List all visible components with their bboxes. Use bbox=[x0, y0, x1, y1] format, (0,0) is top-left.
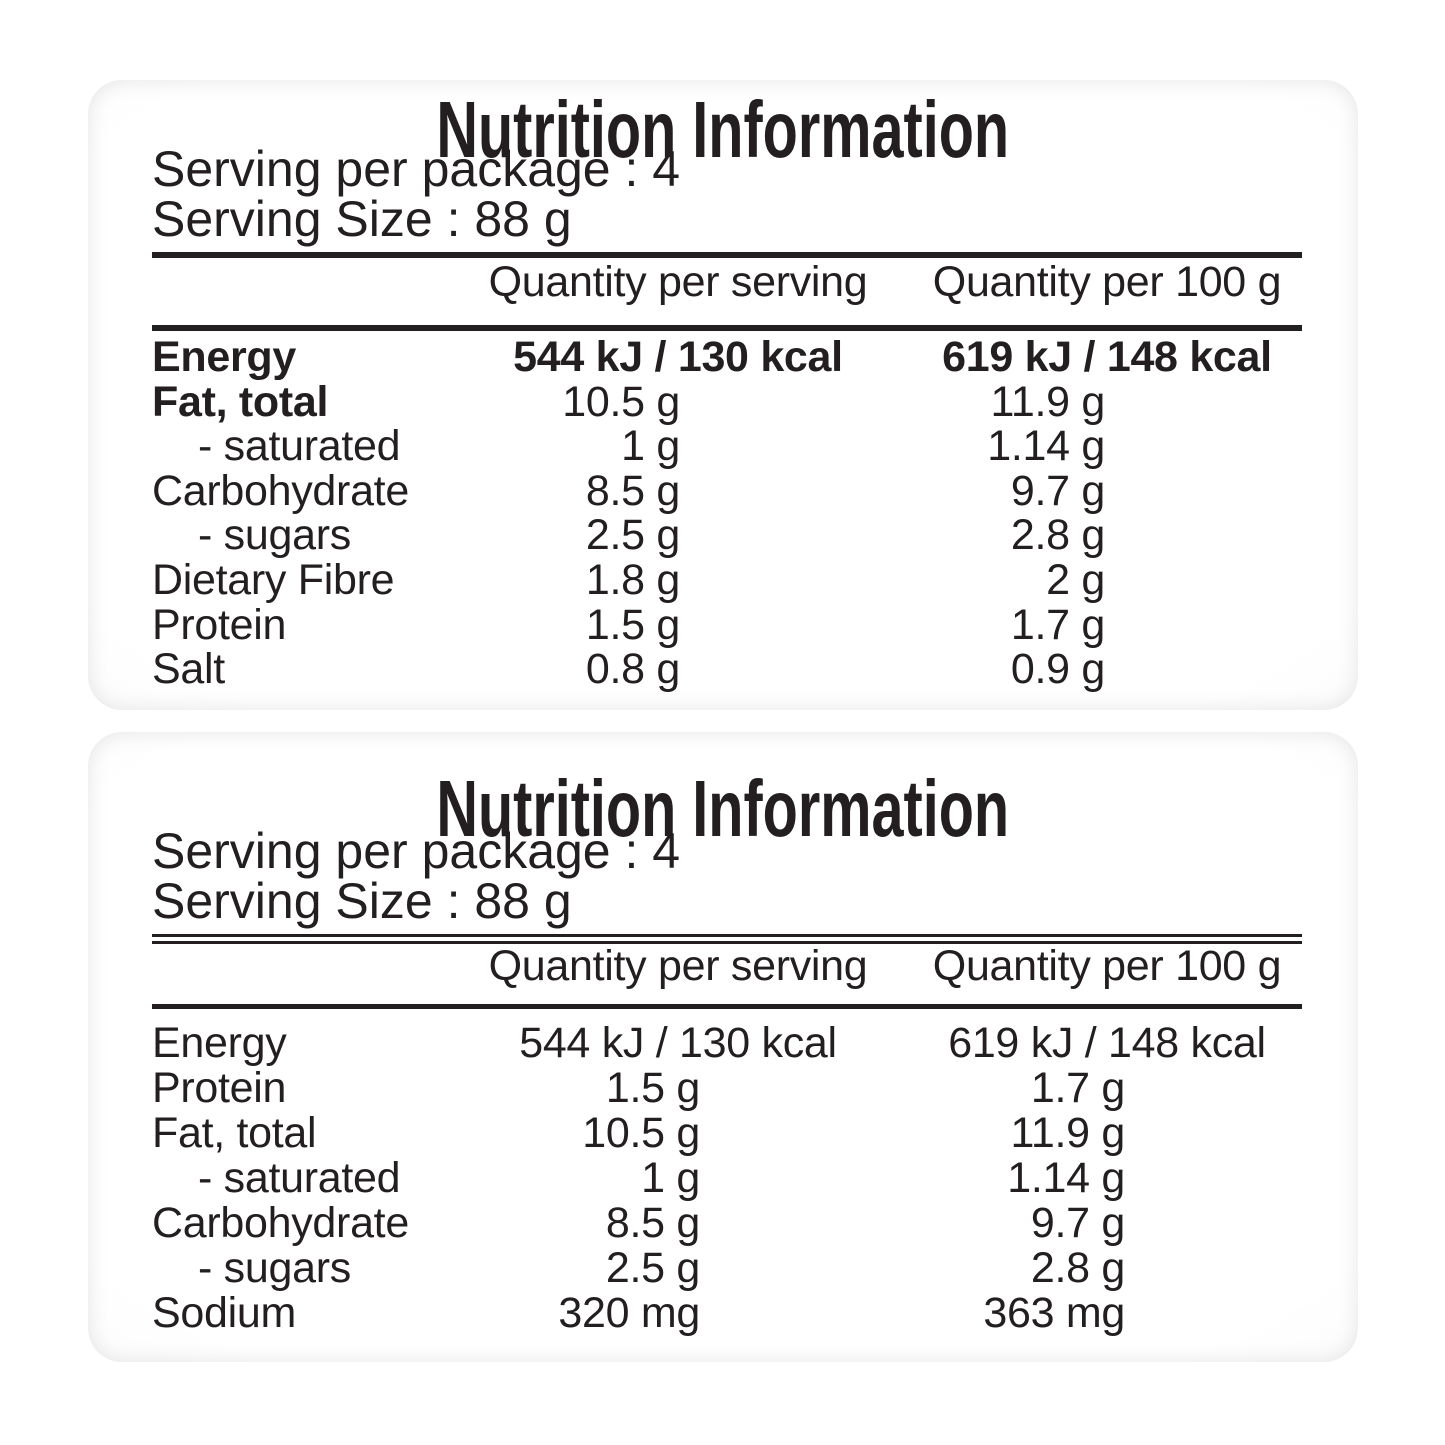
serving-size: Serving Size : 88 g bbox=[152, 873, 572, 929]
value-per-100g: 619 kJ / 148 kcal bbox=[942, 333, 1272, 381]
nutrition-row-energy: Energy 544 kJ / 130 kcal 619 kJ / 148 kc… bbox=[152, 1021, 1302, 1066]
value-per-serving: 1 g bbox=[641, 1154, 700, 1202]
nutrition-row-energy: Energy 544 kJ / 130 kcal 619 kJ / 148 kc… bbox=[152, 335, 1302, 380]
value-per-serving: 1.5 g bbox=[605, 1064, 700, 1112]
nutrition-row-sugars: - sugars 2.5 g 2.8 g bbox=[152, 1246, 1302, 1291]
nutrition-table: Energy 544 kJ / 130 kcal 619 kJ / 148 kc… bbox=[152, 335, 1302, 692]
header-spacer bbox=[152, 945, 483, 988]
value-per-100g: 619 kJ / 148 kcal bbox=[948, 1019, 1266, 1067]
nutrition-panel-bottom: Nutrition Information Serving per packag… bbox=[88, 732, 1358, 1362]
nutrition-row-protein: Protein 1.5 g 1.7 g bbox=[152, 600, 1302, 649]
nutrient-label: Protein bbox=[152, 600, 287, 649]
value-per-100g: 2.8 g bbox=[1010, 511, 1105, 560]
nutrition-row-sugars: - sugars 2.5 g 2.8 g bbox=[152, 513, 1302, 558]
nutrient-label: Fat, total bbox=[152, 377, 329, 426]
nutrition-row-saturated: - saturated 1 g 1.14 g bbox=[152, 1156, 1302, 1201]
value-per-serving: 1.5 g bbox=[585, 600, 680, 649]
nutrient-label: - saturated bbox=[198, 422, 401, 471]
nutrient-label: Dietary Fibre bbox=[152, 555, 395, 604]
serving-per-package: Serving per package : 4 bbox=[152, 141, 681, 197]
value-per-serving: 2.5 g bbox=[605, 1244, 700, 1292]
value-per-serving: 544 kJ / 130 kcal bbox=[513, 333, 843, 381]
nutrient-label: Fat, total bbox=[152, 1109, 317, 1157]
nutrition-row-sodium: Sodium 320 mg 363 mg bbox=[152, 1291, 1302, 1336]
divider-line bbox=[152, 1004, 1302, 1009]
value-per-100g: 11.9 g bbox=[990, 377, 1105, 426]
value-per-100g: 1.14 g bbox=[1007, 1154, 1125, 1202]
nutrient-label: Energy bbox=[152, 1019, 287, 1067]
value-per-100g: 1.14 g bbox=[987, 422, 1105, 471]
nutrient-label: Sodium bbox=[152, 1289, 296, 1337]
serving-size: Serving Size : 88 g bbox=[152, 191, 572, 247]
panel-title: Nutrition Information bbox=[88, 759, 1358, 859]
value-per-serving: 544 kJ / 130 kcal bbox=[519, 1019, 837, 1067]
value-per-100g: 2.8 g bbox=[1030, 1244, 1125, 1292]
value-per-100g: 1.7 g bbox=[1030, 1064, 1125, 1112]
value-per-100g: 0.9 g bbox=[1010, 645, 1105, 694]
value-per-serving: 1.8 g bbox=[585, 555, 680, 604]
nutrient-label: Carbohydrate bbox=[152, 1199, 409, 1247]
value-per-serving: 2.5 g bbox=[585, 511, 680, 560]
nutrition-row-fat-total: Fat, total 10.5 g 11.9 g bbox=[152, 1111, 1302, 1156]
panel-title: Nutrition Information bbox=[88, 80, 1358, 180]
value-per-serving: 1 g bbox=[621, 422, 680, 471]
col-header-per-serving: Quantity per serving bbox=[488, 258, 868, 306]
divider-line-double bbox=[152, 934, 1302, 944]
nutrition-panel-top: Nutrition Information Serving per packag… bbox=[88, 80, 1358, 710]
value-per-serving: 8.5 g bbox=[605, 1199, 700, 1247]
value-per-serving: 10.5 g bbox=[562, 377, 680, 426]
serving-per-package: Serving per package : 4 bbox=[152, 823, 681, 879]
table-header-row: Quantity per serving Quantity per 100 g bbox=[152, 261, 1302, 304]
nutrient-label: Salt bbox=[152, 645, 225, 694]
header-spacer bbox=[152, 261, 483, 304]
panel-title-text: Nutrition Information bbox=[436, 764, 1010, 853]
nutrition-row-dietary-fibre: Dietary Fibre 1.8 g 2 g bbox=[152, 558, 1302, 603]
divider-line bbox=[152, 252, 1302, 258]
value-per-100g: 9.7 g bbox=[1030, 1199, 1125, 1247]
divider-line bbox=[152, 325, 1302, 331]
nutrition-row-salt: Salt 0.8 g 0.9 g bbox=[152, 647, 1302, 692]
value-per-serving: 8.5 g bbox=[585, 466, 680, 515]
col-header-per-100g: Quantity per 100 g bbox=[932, 942, 1282, 990]
value-per-serving: 0.8 g bbox=[585, 645, 680, 694]
value-per-100g: 1.7 g bbox=[1010, 600, 1105, 649]
nutrition-row-saturated: - saturated 1 g 1.14 g bbox=[152, 424, 1302, 469]
value-per-100g: 2 g bbox=[1046, 555, 1105, 604]
col-header-per-serving: Quantity per serving bbox=[488, 942, 868, 990]
nutrient-label: Energy bbox=[152, 333, 296, 381]
nutrient-label: - sugars bbox=[198, 1244, 351, 1292]
nutrition-row-carbohydrate: Carbohydrate 8.5 g 9.7 g bbox=[152, 1201, 1302, 1246]
nutrient-label: - saturated bbox=[198, 1154, 401, 1202]
nutrient-label: - sugars bbox=[198, 511, 351, 560]
value-per-serving: 10.5 g bbox=[582, 1109, 700, 1157]
nutrition-row-fat-total: Fat, total 10.5 g 11.9 g bbox=[152, 377, 1302, 426]
table-header-row: Quantity per serving Quantity per 100 g bbox=[152, 945, 1302, 988]
nutrient-label: Protein bbox=[152, 1064, 287, 1112]
panel-title-text: Nutrition Information bbox=[436, 85, 1010, 174]
nutrient-label: Carbohydrate bbox=[152, 466, 409, 515]
value-per-serving: 320 mg bbox=[558, 1289, 700, 1337]
nutrition-row-carbohydrate: Carbohydrate 8.5 g 9.7 g bbox=[152, 469, 1302, 514]
col-header-per-100g: Quantity per 100 g bbox=[932, 258, 1282, 306]
value-per-100g: 363 mg bbox=[983, 1289, 1125, 1337]
value-per-100g: 9.7 g bbox=[1010, 466, 1105, 515]
value-per-100g: 11.9 g bbox=[1010, 1109, 1125, 1157]
nutrition-row-protein: Protein 1.5 g 1.7 g bbox=[152, 1066, 1302, 1111]
nutrition-table: Energy 544 kJ / 130 kcal 619 kJ / 148 kc… bbox=[152, 1021, 1302, 1336]
